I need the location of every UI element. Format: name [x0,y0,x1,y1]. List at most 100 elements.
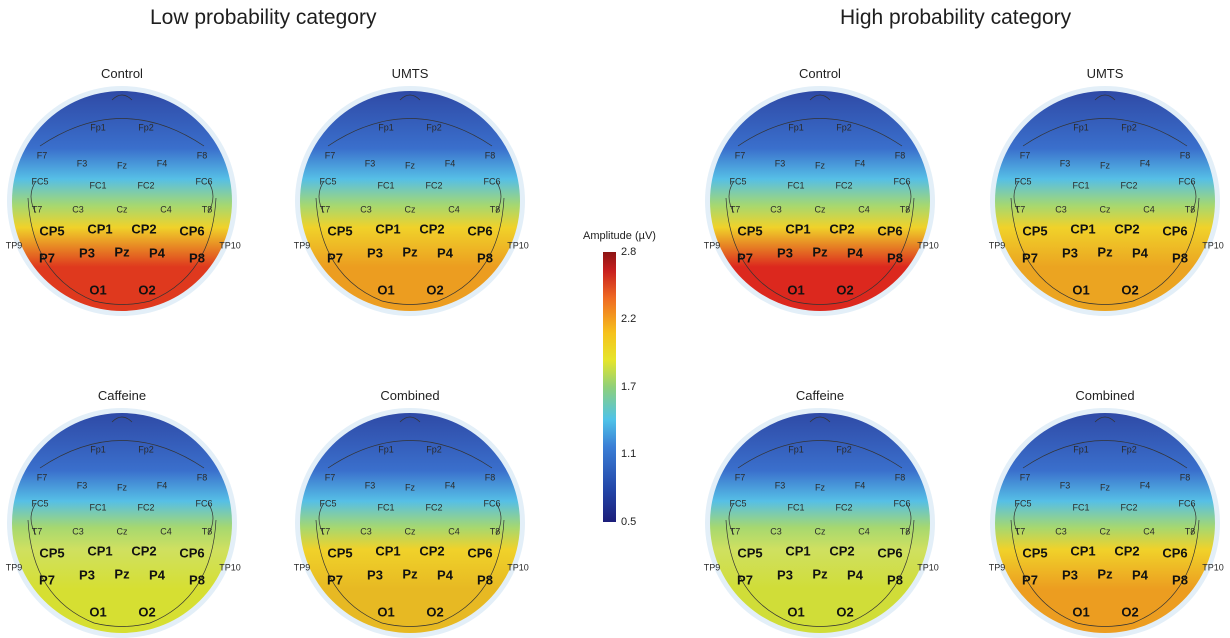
electrode-label: O2 [426,282,443,297]
electrode-label: FC2 [425,502,442,512]
electrode-label: C3 [72,204,84,214]
electrode-label: P7 [1022,572,1038,587]
electrode-label: T7 [320,204,331,214]
electrode-label: T8 [202,204,213,214]
electrode-label: Fz [815,482,825,492]
electrode-label: FC2 [1120,180,1137,190]
electrode-label: CP1 [375,543,400,558]
condition-label: Control [101,66,143,81]
colorbar-title: Amplitude (µV) [583,230,656,242]
electrode-label: TP9 [704,240,721,250]
condition-label: Control [799,66,841,81]
electrode-label: P3 [367,567,383,582]
electrode-label: TP10 [1202,562,1224,572]
electrode-label: FC2 [137,502,154,512]
electrode-label: F3 [775,158,786,168]
electrode-label: F8 [1180,472,1191,482]
electrode-label: F4 [1140,158,1151,168]
electrode-label: FC5 [1014,498,1031,508]
electrode-label: CP6 [179,223,204,238]
electrode-label: P8 [887,250,903,265]
electrode-label: TP10 [219,562,241,572]
electrode-label: Fp1 [378,122,394,132]
electrode-label: C4 [448,526,460,536]
topomap-low-control: Control Fp1 Fp2 F7 F3 Fz F4 F8 FC5 FC1 FC2 FC6 T7 C3 C… [2,66,242,316]
electrode-label: TP9 [294,562,311,572]
electrode-label: T7 [1015,526,1026,536]
electrode-label: Fp1 [788,122,804,132]
electrode-label: FC6 [1178,498,1195,508]
electrode-label: TP9 [989,562,1006,572]
scalp-map: Fp1 Fp2 F7 F3 Fz F4 F8 FC5 FC1 FC2 FC6 T7 C3 Cz C4 T8 TP… [989,86,1224,316]
electrode-label: CP2 [419,221,444,236]
electrode-label: TP10 [1202,240,1224,250]
low-probability-title: Low probability category [150,6,377,29]
electrode-label: P4 [437,567,454,582]
electrode-label: P7 [327,572,343,587]
electrode-label: CP1 [1070,543,1095,558]
condition-label: Caffeine [97,388,147,403]
electrode-label: FC1 [1072,502,1089,512]
topomap-high-umts: UMTS Fp1 Fp2 F7 F3 Fz F4 F8 FC5 FC1 FC2 FC6 T7 C3 Cz C4… [985,66,1225,316]
electrode-label: F7 [735,150,746,160]
electrode-label: F7 [735,472,746,482]
electrode-label: CP6 [877,223,902,238]
electrode-label: Fz [117,160,127,170]
scalp-map: Fp1 Fp2 F7 F3 Fz F4 F8 FC5 FC1 FC2 FC6 T7 C3 Cz C4 T8 TP… [294,408,529,638]
electrode-label: C3 [72,526,84,536]
topomap-high-control: Control Fp1 Fp2 F7 F3 Fz F4 F8 FC5 FC1 FC2 FC6 T7 C3 C… [700,66,940,316]
electrode-label: Cz [405,526,416,536]
electrode-label: F8 [895,472,906,482]
electrode-label: CP2 [131,221,156,236]
electrode-label: C4 [1143,526,1155,536]
electrode-label: CP2 [419,543,444,558]
electrode-label: Pz [114,244,130,259]
electrode-label: O2 [1121,604,1138,619]
electrode-label: F8 [197,150,208,160]
electrode-label: CP1 [1070,221,1095,236]
electrode-label: F4 [1140,480,1151,490]
electrode-label: O1 [89,604,106,619]
electrode-label: FC5 [319,176,336,186]
topomap-high-caffeine: Caffeine Fp1 Fp2 F7 F3 Fz F4 F8 FC5 FC1 FC2 FC6 T7 C3… [700,388,940,638]
electrode-label: T8 [202,526,213,536]
electrode-label: P3 [1062,245,1078,260]
electrode-label: F8 [1180,150,1191,160]
electrode-label: Fp2 [1121,122,1137,132]
electrode-label: Fp1 [1073,444,1089,454]
electrode-label: P7 [737,250,753,265]
electrode-label: TP10 [917,562,939,572]
electrode-label: C4 [858,526,870,536]
electrode-label: T8 [900,526,911,536]
electrode-label: F4 [855,158,866,168]
electrode-label: P7 [39,572,55,587]
electrode-label: CP5 [327,545,352,560]
electrode-label: C4 [448,204,460,214]
colorbar-tick: 1.7 [621,381,637,393]
electrode-label: Fp2 [426,122,442,132]
electrode-label: FC2 [425,180,442,190]
electrode-label: Fp2 [138,122,154,132]
electrode-label: P8 [477,250,493,265]
electrode-label: P8 [887,572,903,587]
electrode-label: C3 [770,526,782,536]
electrode-label: Fz [815,160,825,170]
electrode-label: P3 [367,245,383,260]
topomap-low-umts: UMTS Fp1 Fp2 F7 F3 Fz F4 F8 FC5 FC1 FC2 FC6 T7 C3 Cz C4… [290,66,530,316]
electrode-label: Fz [1100,482,1110,492]
electrode-label: F3 [77,480,88,490]
electrode-label: TP9 [6,240,23,250]
electrode-label: FC1 [787,180,804,190]
electrode-label: CP6 [467,545,492,560]
electrode-label: F4 [855,480,866,490]
electrode-label: C3 [1055,526,1067,536]
electrode-label: CP2 [1114,221,1139,236]
topomap-low-combined: Combined Fp1 Fp2 F7 F3 Fz F4 F8 FC5 FC1 FC2 FC6 T7 C3… [290,388,530,638]
electrode-label: T8 [1185,526,1196,536]
electrode-label: CP6 [179,545,204,560]
electrode-label: FC6 [1178,176,1195,186]
electrode-label: O2 [138,604,155,619]
electrode-label: Cz [1100,526,1111,536]
electrode-label: CP5 [327,223,352,238]
electrode-label: F3 [365,480,376,490]
